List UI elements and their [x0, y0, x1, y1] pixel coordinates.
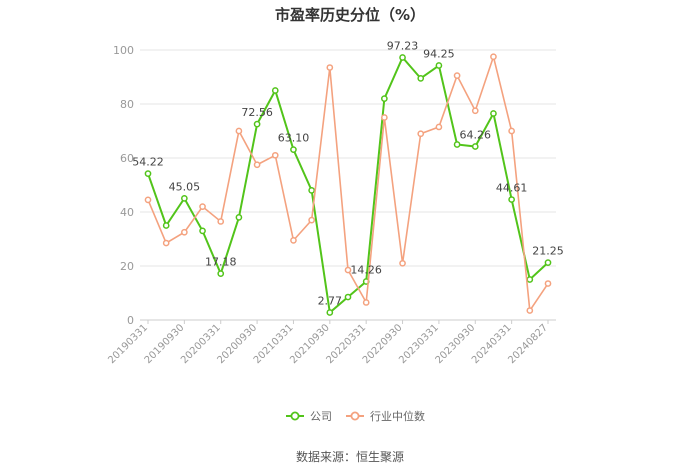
legend-label: 行业中位数: [370, 409, 425, 423]
data-label: 63.10: [278, 132, 310, 145]
data-point: [417, 130, 425, 138]
source-note: 数据来源：恒生聚源: [295, 450, 404, 464]
y-tick-label: 20: [120, 260, 134, 273]
data-point: [271, 151, 279, 159]
data-point: [435, 123, 443, 131]
data-point: [544, 259, 552, 266]
data-point: [526, 307, 534, 314]
data-point: [217, 218, 225, 225]
y-tick-label: 60: [120, 152, 134, 165]
data-label: 97.23: [387, 39, 419, 52]
data-point: [471, 107, 479, 115]
data-point: [381, 95, 388, 102]
x-tick-label: 20240827: [506, 322, 550, 366]
data-point: [417, 75, 425, 82]
data-point: [253, 161, 261, 169]
data-label: 2.77: [318, 295, 343, 308]
data-point: [217, 270, 225, 277]
data-point: [162, 222, 170, 229]
data-point: [381, 114, 388, 121]
y-tick-label: 0: [127, 314, 134, 327]
data-point: [490, 110, 497, 117]
data-point: [290, 237, 297, 244]
data-point: [144, 196, 152, 204]
data-label: 64.26: [460, 128, 492, 141]
data-point: [399, 54, 406, 61]
data-point: [508, 196, 515, 203]
data-point: [344, 266, 352, 274]
data-point: [308, 216, 315, 224]
data-point: [181, 228, 188, 236]
data-point: [508, 127, 515, 135]
data-label: 17.18: [205, 256, 237, 269]
data-label: 21.25: [532, 245, 564, 258]
data-point: [253, 120, 261, 128]
data-label: 94.25: [423, 48, 455, 61]
data-point: [490, 53, 497, 61]
data-point: [526, 276, 534, 283]
data-point: [290, 146, 297, 153]
data-point: [308, 187, 315, 194]
data-label: 54.22: [132, 156, 164, 169]
data-label: 44.61: [496, 182, 528, 195]
data-point: [162, 239, 170, 247]
data-point: [199, 203, 206, 210]
legend-swatch-marker: [290, 411, 300, 421]
chart-title: 市盈率历史分位（%）: [274, 6, 426, 24]
data-point: [326, 309, 334, 316]
data-point: [199, 227, 206, 235]
series-line: [147, 55, 549, 315]
data-point: [362, 299, 370, 306]
legend-label: 公司: [310, 410, 332, 423]
y-tick-label: 40: [120, 206, 134, 219]
data-point: [471, 143, 479, 150]
data-point: [235, 127, 243, 135]
data-point: [144, 170, 152, 177]
data-point: [435, 62, 443, 69]
data-label: 72.56: [241, 106, 273, 119]
data-point: [271, 87, 279, 94]
data-label: 45.05: [169, 180, 201, 193]
y-tick-label: 100: [113, 44, 134, 57]
legend-swatch-marker: [350, 411, 360, 421]
data-point: [326, 64, 334, 71]
data-point: [399, 259, 406, 267]
y-tick-label: 80: [120, 98, 134, 111]
data-point: [453, 141, 461, 148]
data-point: [181, 195, 188, 202]
data-point: [453, 72, 461, 80]
data-point: [544, 280, 552, 287]
data-label: 14.26: [350, 263, 382, 276]
data-point: [344, 293, 352, 301]
data-point: [235, 214, 243, 221]
